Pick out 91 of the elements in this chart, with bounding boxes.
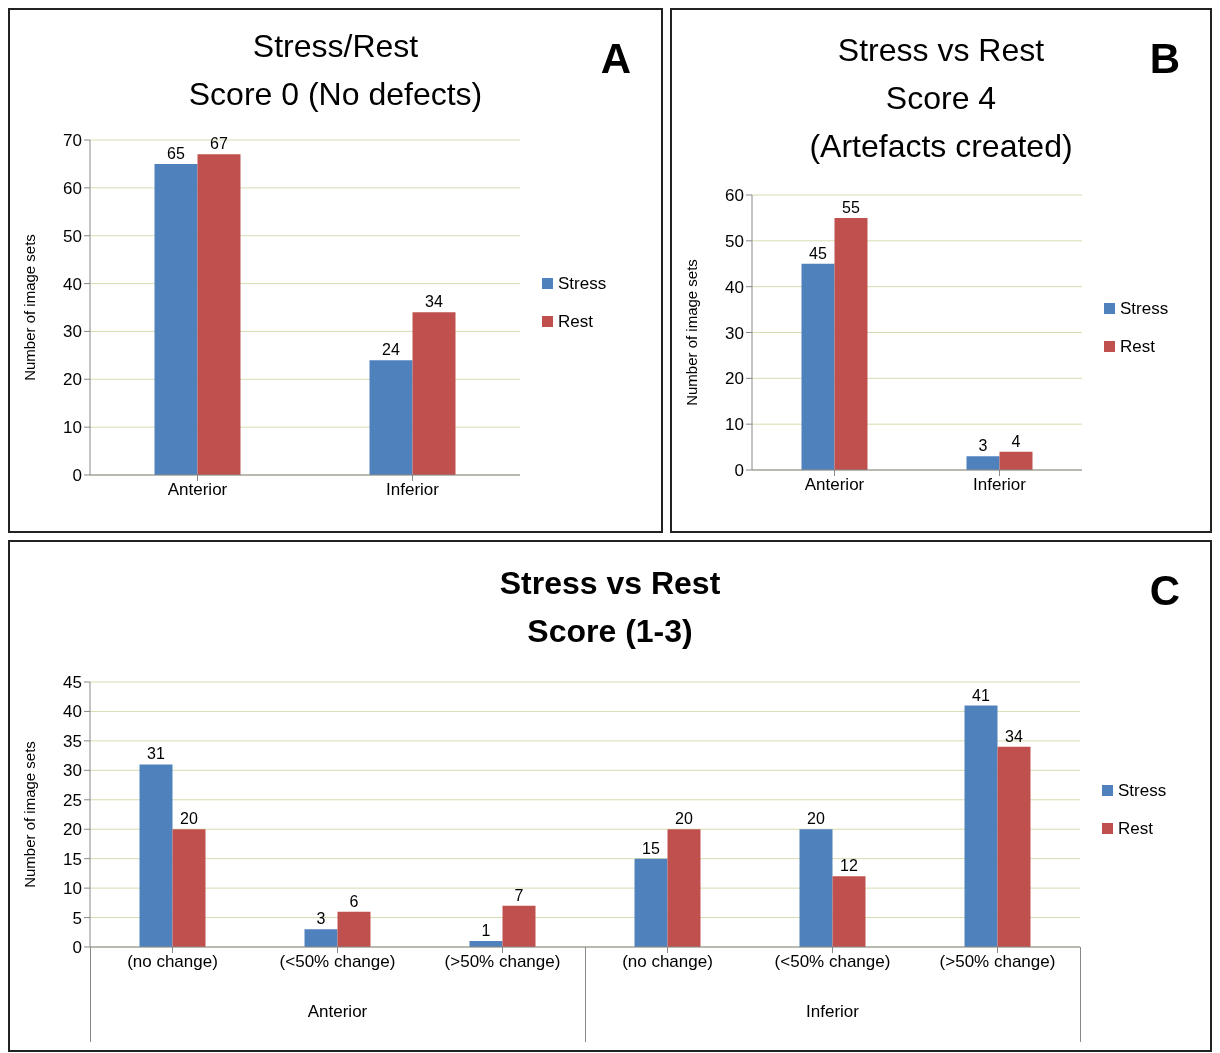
x-tick-label: (no change) <box>622 952 713 972</box>
x-tick-label: Anterior <box>167 480 228 500</box>
data-label: 20 <box>807 810 825 828</box>
y-tick-label: 30 <box>63 761 82 781</box>
y-tick-label: 10 <box>63 418 82 438</box>
y-tick-label: 60 <box>63 178 82 198</box>
bar <box>832 876 866 947</box>
text: Inferior <box>805 1002 860 1022</box>
bar <box>154 163 198 475</box>
data-label: 45 <box>809 244 827 262</box>
y-tick-label: 20 <box>63 370 82 390</box>
y-tick-label: 25 <box>63 790 82 810</box>
bar <box>966 456 1000 470</box>
y-tick-label: 20 <box>725 369 744 389</box>
legend-label: Rest <box>1118 818 1153 839</box>
data-label: 65 <box>167 144 185 162</box>
y-tick-label: 60 <box>725 186 744 206</box>
x-tick-label: (<50% change) <box>774 952 891 972</box>
data-label: 34 <box>425 293 443 311</box>
legend-label: Stress <box>558 273 607 294</box>
text: A <box>600 35 631 83</box>
data-label: 3 <box>978 437 988 455</box>
y-tick-label: 15 <box>63 849 82 869</box>
y-tick-label: 40 <box>63 702 82 722</box>
x-tick-label: Inferior <box>973 475 1027 495</box>
x-tick-label: (no change) <box>127 952 218 972</box>
data-label: 15 <box>642 839 660 857</box>
legend-label: Rest <box>558 311 593 332</box>
data-label: 1 <box>481 922 491 940</box>
data-label: 20 <box>180 810 198 828</box>
bar <box>502 905 536 947</box>
legend-label: Stress <box>1118 780 1167 801</box>
x-tick-label: (>50% change) <box>444 952 561 972</box>
text: C <box>1149 567 1180 615</box>
data-label: 31 <box>147 745 165 763</box>
data-label: 3 <box>316 910 326 928</box>
y-tick-label: 30 <box>63 322 82 342</box>
x-tick-label: Inferior <box>386 480 440 500</box>
y-tick-label: 45 <box>63 673 82 693</box>
y-tick-label: 70 <box>63 131 82 151</box>
bar <box>999 451 1033 470</box>
data-label: 24 <box>382 341 400 359</box>
chart-title: Stress/Rest Score 0 (No defects) <box>188 27 483 114</box>
chart-title: Stress vs Rest Score 4 (Artefacts created) <box>809 30 1073 166</box>
y-tick-label: 50 <box>63 226 82 246</box>
x-tick-label: (<50% change) <box>279 952 396 972</box>
bar <box>834 217 868 470</box>
y-tick-label: 10 <box>63 879 82 899</box>
bar <box>172 829 206 947</box>
chart-title: Stress vs Rest Score (1-3) <box>499 564 721 651</box>
bar <box>964 705 998 947</box>
bar <box>139 764 173 947</box>
y-tick-label: 5 <box>72 908 82 928</box>
y-tick-label: 40 <box>725 277 744 297</box>
data-label: 55 <box>842 198 860 216</box>
bar <box>997 746 1031 947</box>
x-tick-label: Anterior <box>804 475 865 495</box>
y-tick-label: 0 <box>72 466 82 486</box>
text: B <box>1149 35 1180 83</box>
data-label: 34 <box>1005 727 1023 745</box>
bar <box>337 911 371 947</box>
data-label: 4 <box>1011 432 1021 450</box>
data-label: 20 <box>675 810 693 828</box>
bar <box>304 929 338 947</box>
y-tick-label: 0 <box>72 938 82 958</box>
y-tick-label: 10 <box>725 415 744 435</box>
data-label: 12 <box>840 857 858 875</box>
y-tick-label: 30 <box>725 323 744 343</box>
y-tick-label: 20 <box>63 820 82 840</box>
bar <box>412 312 456 475</box>
y-axis-title: Number of image sets <box>683 259 701 406</box>
bar <box>634 858 668 947</box>
bar <box>197 154 241 475</box>
bar <box>801 263 835 470</box>
legend-label: Rest <box>1120 336 1155 357</box>
bar <box>799 829 833 947</box>
x-tick-label: (>50% change) <box>939 952 1056 972</box>
y-tick-label: 35 <box>63 731 82 751</box>
data-label: 6 <box>349 892 359 910</box>
bar <box>369 360 413 475</box>
text: Anterior <box>306 1002 369 1022</box>
data-label: 7 <box>514 886 524 904</box>
y-tick-label: 40 <box>63 274 82 294</box>
bar <box>667 829 701 947</box>
y-axis-title: Number of image sets <box>21 234 39 381</box>
data-label: 67 <box>210 135 228 153</box>
y-axis-title: Number of image sets <box>21 741 39 888</box>
y-tick-label: 0 <box>734 461 744 481</box>
data-label: 41 <box>972 686 990 704</box>
y-tick-label: 50 <box>725 231 744 251</box>
legend-label: Stress <box>1120 298 1169 319</box>
